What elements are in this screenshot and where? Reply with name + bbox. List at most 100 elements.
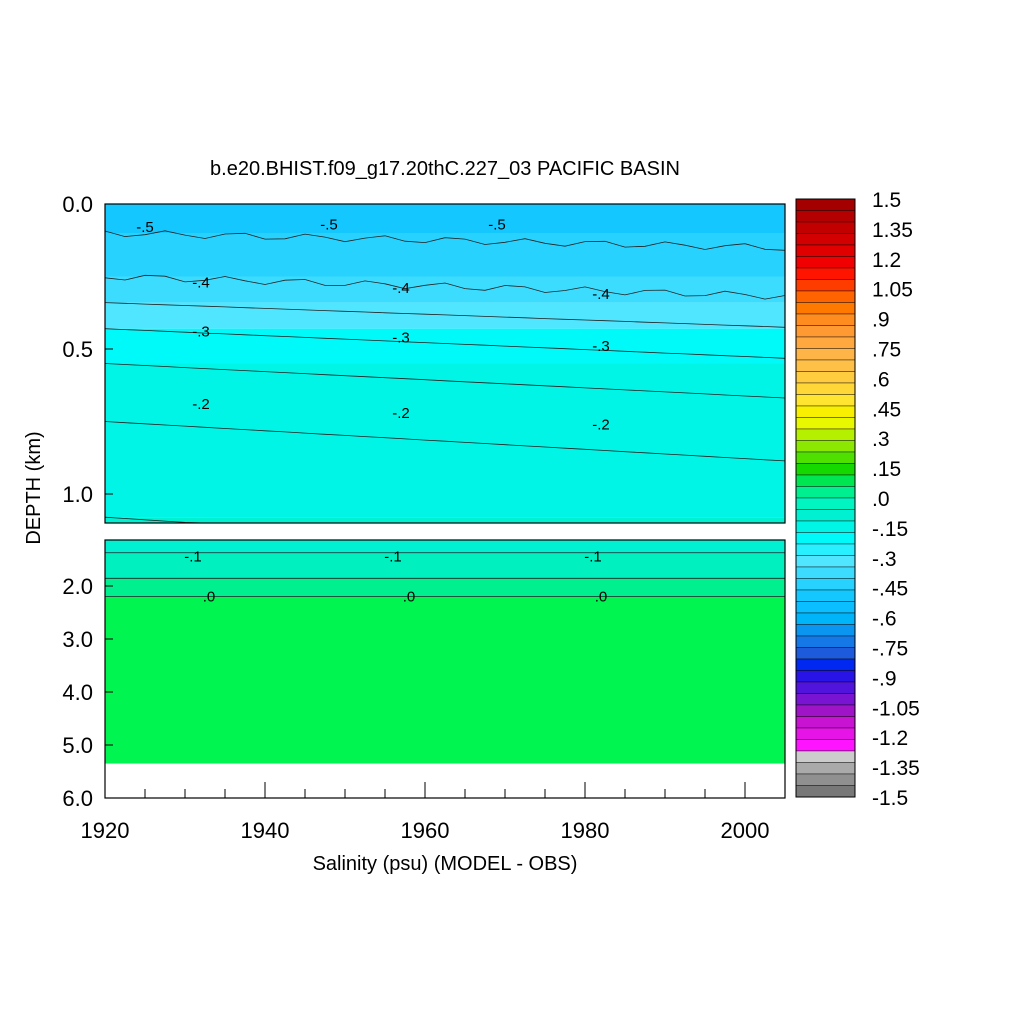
colorbar-swatch bbox=[795, 221, 856, 234]
colorbar-swatch bbox=[795, 670, 856, 683]
contour-label: .0 bbox=[203, 589, 216, 606]
colorbar-swatch bbox=[795, 497, 856, 510]
contour-line bbox=[104, 274, 786, 300]
colorbar-swatch bbox=[795, 474, 856, 487]
colorbar-swatch bbox=[795, 739, 856, 752]
colorbar-label: -1.35 bbox=[872, 757, 920, 780]
contour-line bbox=[104, 302, 786, 328]
colorbar-swatch bbox=[795, 267, 856, 280]
colorbar-swatch bbox=[795, 704, 856, 717]
contour-label: -.5 bbox=[136, 219, 154, 236]
contour-label: .0 bbox=[403, 589, 416, 606]
y-tick-label: 3.0 bbox=[62, 627, 93, 652]
colorbar-label: .45 bbox=[872, 398, 901, 421]
contour-label: -.3 bbox=[592, 338, 610, 355]
contour-label: -.2 bbox=[192, 396, 210, 413]
colorbar-label: 1.5 bbox=[872, 189, 901, 212]
colorbar-swatch bbox=[795, 198, 856, 211]
colorbar-swatch bbox=[795, 428, 856, 441]
colorbar-swatch bbox=[795, 451, 856, 464]
colorbar-swatch bbox=[795, 773, 856, 786]
colorbar-swatch bbox=[795, 601, 856, 614]
colorbar-swatch bbox=[795, 336, 856, 349]
x-tick-label: 1940 bbox=[241, 818, 290, 843]
colorbar-swatch bbox=[795, 359, 856, 372]
lower-panel-frame bbox=[104, 539, 786, 799]
colorbar-swatch bbox=[795, 762, 856, 775]
colorbar-swatch bbox=[795, 486, 856, 499]
colorbar-swatch bbox=[795, 647, 856, 660]
contour-label: -.1 bbox=[584, 548, 602, 565]
colorbar-swatch bbox=[795, 509, 856, 522]
contour-region bbox=[105, 578, 785, 597]
colorbar-label: -1.5 bbox=[872, 787, 908, 810]
y-tick-label: 0.0 bbox=[62, 192, 93, 217]
colorbar-label: 1.05 bbox=[872, 279, 913, 302]
colorbar: 1.5 1.35 1.2 1.05 .9 .75 .6 .45 .3 .15 .0 -.15 -.3 -.… bbox=[795, 189, 920, 810]
contour-label: -.4 bbox=[592, 286, 610, 303]
contour-label: -.1 bbox=[384, 548, 402, 565]
colorbar-swatch bbox=[795, 520, 856, 533]
colorbar-swatch bbox=[795, 440, 856, 453]
colorbar-label: .3 bbox=[872, 428, 890, 451]
y-tick-label: 1.0 bbox=[62, 482, 93, 507]
colorbar-swatch bbox=[795, 256, 856, 269]
contour-line bbox=[104, 230, 786, 251]
colorbar-swatch bbox=[795, 555, 856, 568]
contour-label: .0 bbox=[595, 589, 608, 606]
colorbar-swatch bbox=[795, 716, 856, 729]
colorbar-label: 1.35 bbox=[872, 219, 913, 242]
colorbar-swatch bbox=[795, 750, 856, 763]
x-tick-label: 1960 bbox=[401, 818, 450, 843]
colorbar-swatch bbox=[795, 566, 856, 579]
colorbar-swatch bbox=[795, 578, 856, 591]
colorbar-swatch bbox=[795, 244, 856, 257]
colorbar-swatch bbox=[795, 658, 856, 671]
contour-region bbox=[105, 517, 785, 523]
colorbar-label: -.75 bbox=[872, 638, 908, 661]
colorbar-swatch bbox=[795, 727, 856, 740]
contour-line bbox=[104, 421, 786, 462]
colorbar-swatch bbox=[795, 543, 856, 556]
colorbar-label: -.9 bbox=[872, 667, 897, 690]
colorbar-swatch bbox=[795, 313, 856, 326]
x-tick-label: 1980 bbox=[561, 818, 610, 843]
contour-label: -.3 bbox=[392, 329, 410, 346]
y-tick-label: 5.0 bbox=[62, 733, 93, 758]
colorbar-swatch bbox=[795, 210, 856, 223]
colorbar-label: -.45 bbox=[872, 578, 908, 601]
contour-label: -.3 bbox=[192, 324, 210, 341]
colorbar-swatch bbox=[795, 302, 856, 315]
upper-panel-frame bbox=[104, 203, 786, 524]
contour-region bbox=[105, 540, 785, 553]
contour-region bbox=[105, 233, 785, 277]
colorbar-label: -1.05 bbox=[872, 697, 920, 720]
colorbar-label: -.3 bbox=[872, 548, 897, 571]
colorbar-swatch bbox=[795, 290, 856, 303]
contour-label: -.4 bbox=[392, 280, 410, 297]
colorbar-swatch bbox=[795, 635, 856, 648]
colorbar-frame bbox=[795, 198, 856, 798]
colorbar-label: 1.2 bbox=[872, 249, 901, 272]
contour-region bbox=[105, 328, 785, 364]
contour-label: -.4 bbox=[192, 274, 210, 291]
colorbar-swatch bbox=[795, 624, 856, 637]
contour-line bbox=[104, 363, 786, 399]
contour-label: -.2 bbox=[592, 416, 610, 433]
colorbar-swatch bbox=[795, 348, 856, 361]
contour-label: -.1 bbox=[184, 548, 202, 565]
colorbar-swatch bbox=[795, 417, 856, 430]
y-tick-label: 6.0 bbox=[62, 786, 93, 811]
chart-title: b.e20.BHIST.f09_g17.20thC.227_03 PACIFIC… bbox=[210, 158, 680, 180]
contour-region bbox=[105, 552, 785, 579]
x-tick-label: 1920 bbox=[81, 818, 130, 843]
colorbar-swatch bbox=[795, 405, 856, 418]
contour-region bbox=[105, 363, 785, 518]
colorbar-swatch bbox=[795, 589, 856, 602]
contour-line bbox=[104, 328, 786, 359]
colorbar-swatch bbox=[795, 233, 856, 246]
colorbar-label: -.6 bbox=[872, 608, 897, 631]
colorbar-swatch bbox=[795, 371, 856, 384]
colorbar-label: .6 bbox=[872, 368, 890, 391]
colorbar-swatch bbox=[795, 279, 856, 292]
